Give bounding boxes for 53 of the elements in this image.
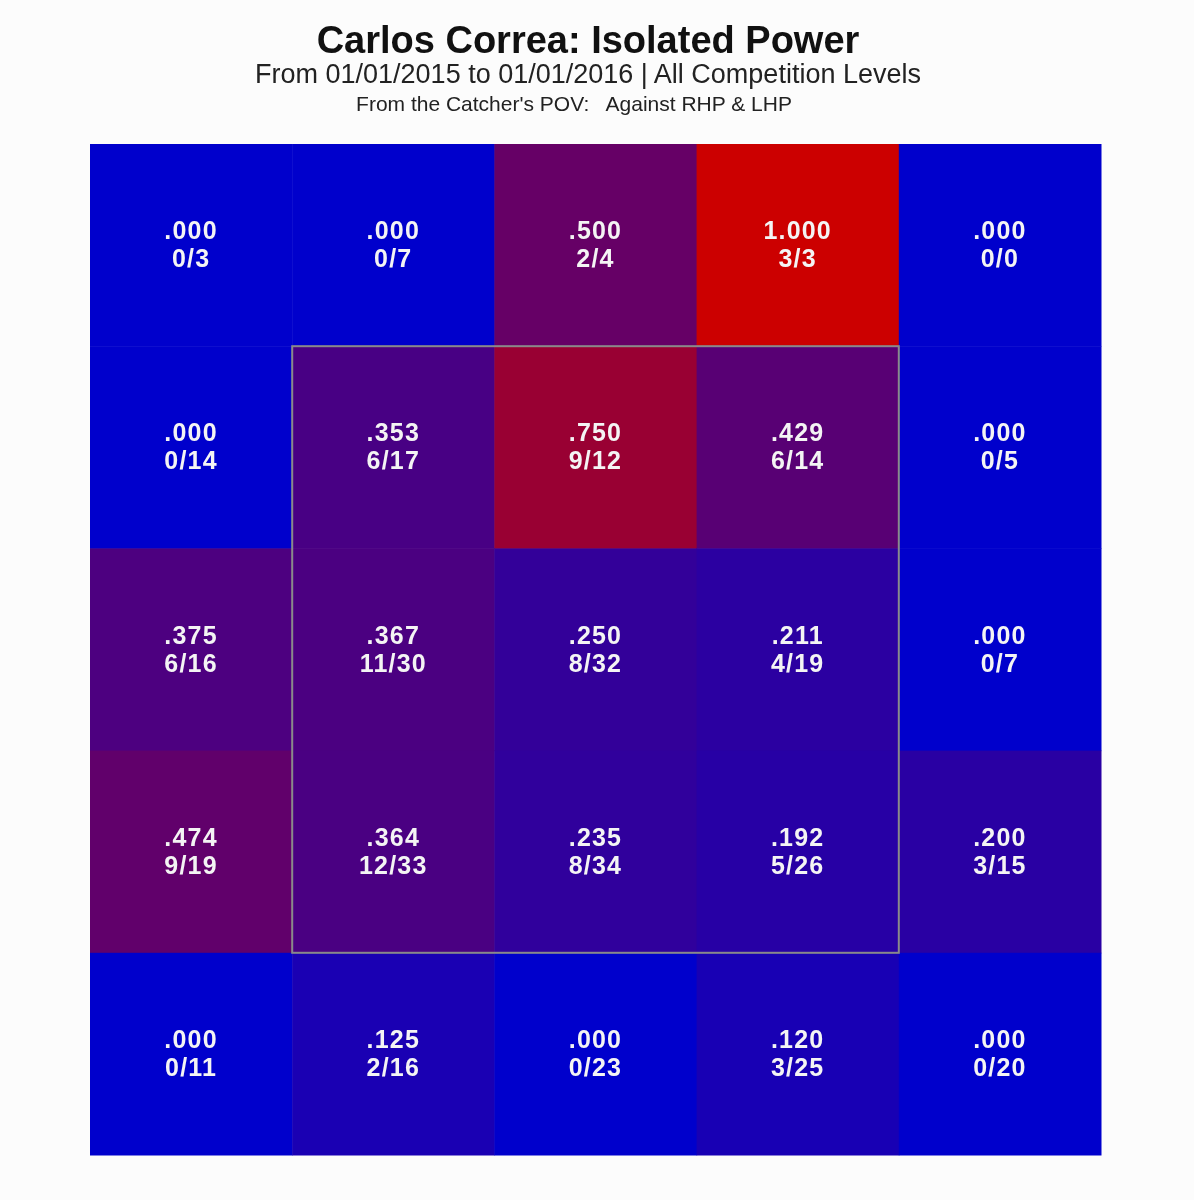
data-label: .000 (568, 1024, 623, 1053)
data-label: .000 (164, 216, 218, 245)
annotation: 0/11 (165, 1052, 218, 1081)
data-label: .364 (366, 822, 421, 851)
annotation: 6/16 (164, 648, 218, 677)
annotation: 0/7 (374, 244, 413, 273)
data-label: .353 (366, 418, 421, 447)
annotation: 3/15 (973, 850, 1027, 879)
data-label: .000 (973, 620, 1027, 649)
annotation: 8/34 (568, 850, 623, 879)
data-label: .500 (568, 216, 623, 245)
annotation: 2/4 (576, 244, 615, 273)
annotation: 0/20 (973, 1052, 1027, 1081)
annotation: 0/0 (980, 244, 1020, 273)
annotation: 12/33 (359, 850, 428, 879)
annotation: 11/30 (359, 648, 427, 677)
data-label: .750 (568, 418, 623, 447)
data-label: .000 (973, 418, 1027, 447)
data-label: 1.000 (763, 216, 832, 245)
data-label: .120 (770, 1024, 825, 1053)
data-label: .367 (366, 620, 421, 649)
data-label: .000 (164, 418, 218, 447)
annotation: 0/3 (171, 244, 211, 273)
annotation: 5/26 (770, 850, 825, 879)
data-label: .211 (771, 620, 824, 649)
annotation: 9/19 (164, 850, 218, 879)
annotation: 6/17 (366, 446, 421, 475)
data-label: .235 (568, 822, 623, 851)
data-label: .125 (366, 1024, 421, 1053)
annotation: 3/25 (770, 1052, 825, 1081)
data-label: .000 (164, 1024, 218, 1053)
data-label: .192 (770, 822, 825, 851)
data-label: .429 (770, 418, 825, 447)
annotation: 0/5 (980, 446, 1020, 475)
annotation: 4/19 (770, 648, 825, 677)
data-label: .474 (164, 822, 218, 851)
annotation: 2/16 (366, 1052, 421, 1081)
text: From the Catcher's POV: Against RHP & LHP (356, 92, 792, 115)
annotation: 6/14 (770, 446, 825, 475)
annotation: 3/3 (778, 244, 817, 273)
data-label: .200 (973, 822, 1027, 851)
annotation: 0/14 (164, 446, 218, 475)
data-label: .000 (973, 1024, 1027, 1053)
data-label: .000 (973, 216, 1027, 245)
annotation: 0/7 (980, 648, 1020, 677)
data-label: .375 (164, 620, 218, 649)
annotation: 9/12 (568, 446, 623, 475)
data-label: .000 (366, 216, 421, 245)
chart-title: Carlos Correa: Isolated Power (316, 19, 860, 61)
chart-subtitle: From 01/01/2015 to 01/01/2016 | All Competition Levels (255, 59, 921, 89)
annotation: 8/32 (568, 648, 623, 677)
data-label: .250 (568, 620, 623, 649)
annotation: 0/23 (568, 1052, 623, 1081)
